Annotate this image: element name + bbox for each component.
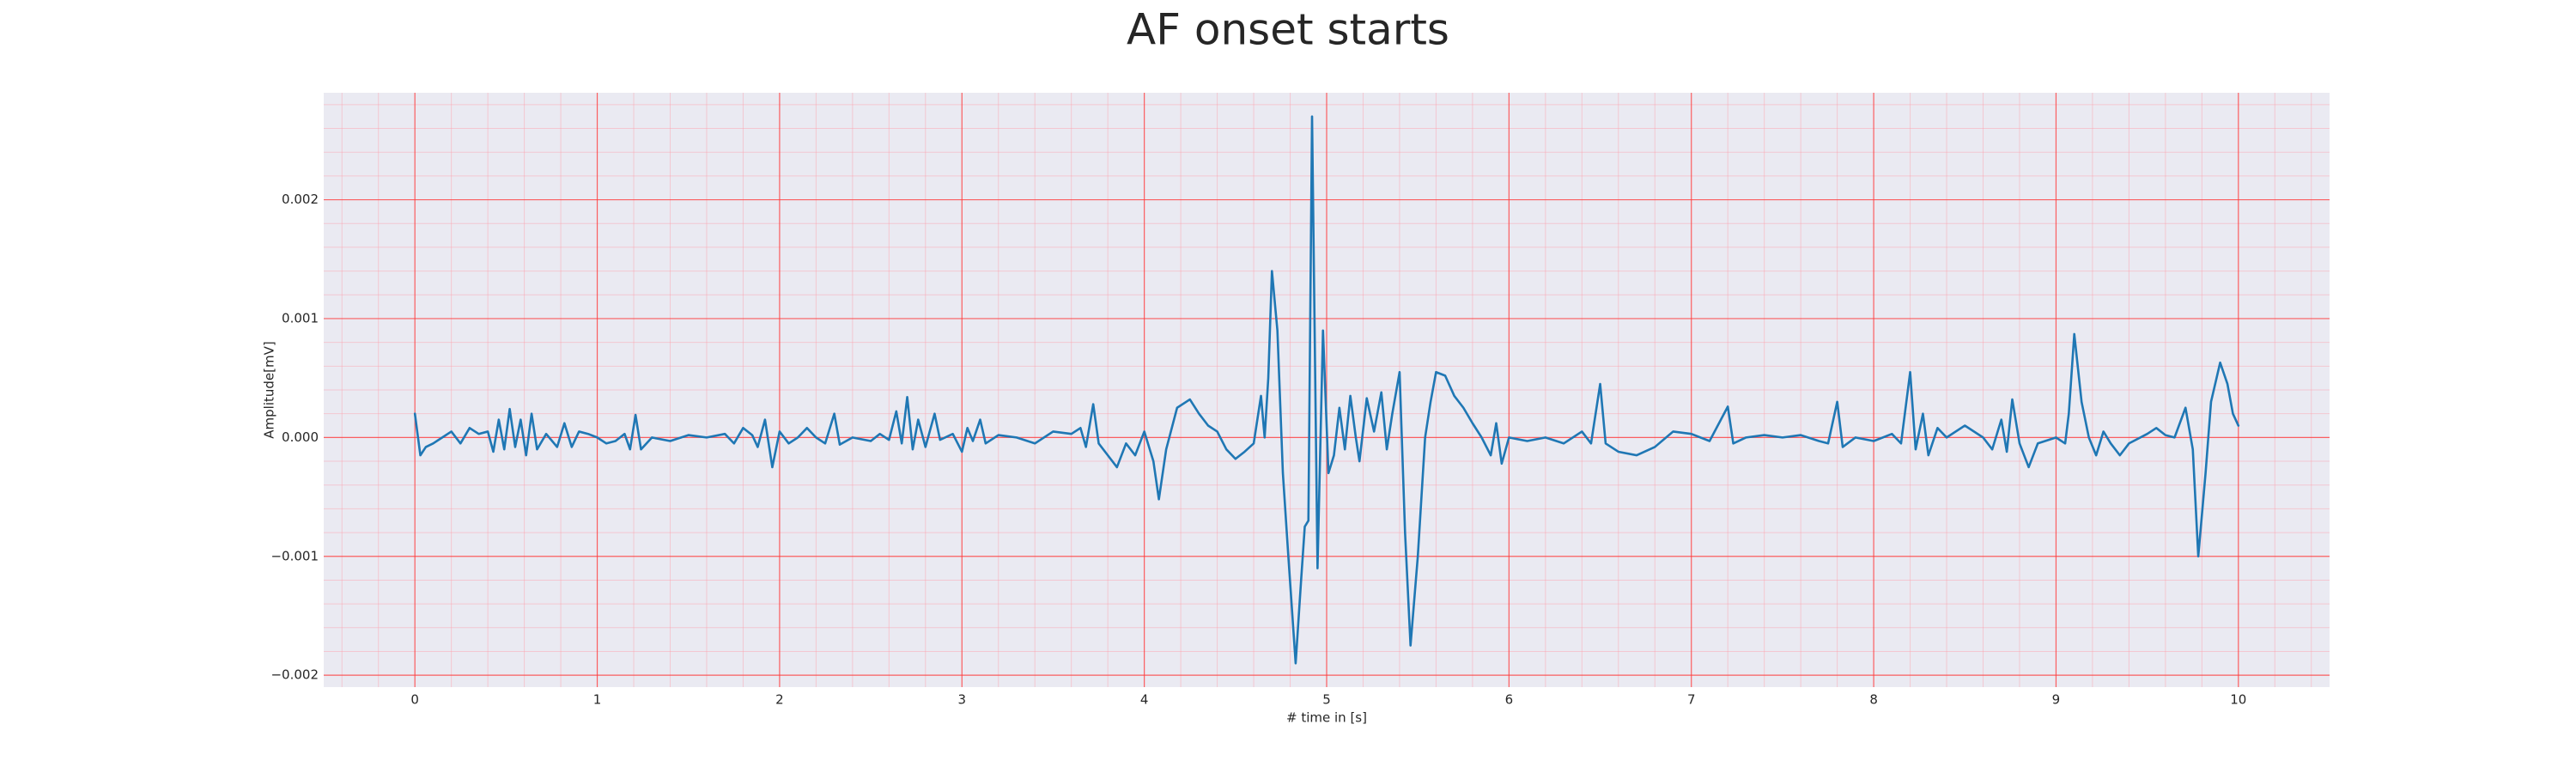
- x-tick-label: 0: [410, 692, 419, 708]
- x-tick-label: 1: [593, 692, 602, 708]
- signal-line: [413, 115, 2240, 665]
- marks: [413, 115, 2240, 665]
- major-grid: [324, 93, 2330, 687]
- x-tick-label: 6: [1505, 692, 1514, 708]
- y-tick-label: −0.002: [270, 667, 319, 683]
- x-tick-label: 7: [1687, 692, 1696, 708]
- x-axis-label: # time in [s]: [1286, 710, 1367, 726]
- y-tick-label: −0.001: [270, 548, 319, 563]
- x-tick-label: 9: [2052, 692, 2061, 708]
- chart-title: AF onset starts: [1127, 5, 1449, 55]
- labels: 0 1 2 3 4 5 6 7 8 9 10 −0.002 −0.001 0.000 0.001 0.002: [270, 192, 2246, 707]
- x-tick-label: 8: [1869, 692, 1878, 708]
- x-tick-label: 4: [1140, 692, 1149, 708]
- x-tick-label: 3: [957, 692, 966, 708]
- y-tick-label: 0.002: [282, 192, 319, 207]
- x-tick-label: 5: [1322, 692, 1331, 708]
- y-tick-label: 0.001: [282, 310, 319, 326]
- y-tick-label: 0.000: [282, 429, 319, 445]
- x-tick-label: 2: [775, 692, 784, 708]
- y-axis-label: Amplitude[mV]: [262, 341, 277, 438]
- x-tick-label: 10: [2230, 692, 2246, 708]
